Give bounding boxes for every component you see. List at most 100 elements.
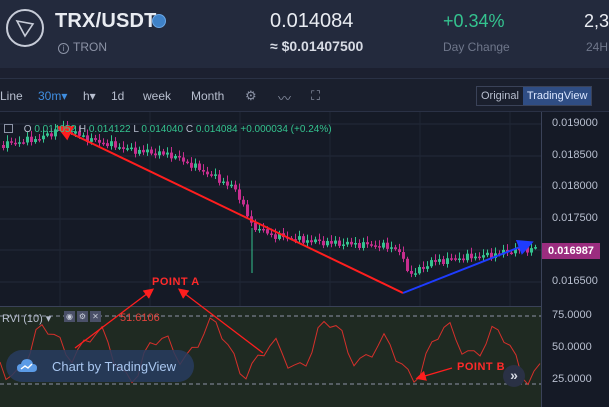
candle-body — [190, 162, 193, 168]
settings-gear-icon[interactable]: ⚙ — [245, 88, 257, 103]
globe-icon[interactable] — [152, 14, 166, 28]
candle-body — [158, 151, 161, 156]
candle-body — [146, 149, 149, 153]
candle-body — [262, 228, 265, 231]
point-a-label: POINT A — [152, 276, 200, 288]
interval-month[interactable]: Month — [191, 89, 225, 103]
candle-body — [446, 258, 449, 265]
candle-body — [142, 149, 145, 153]
view-switch: Original TradingView — [476, 86, 593, 106]
candle-body — [174, 156, 177, 159]
interval-hour[interactable]: h▾ — [83, 89, 96, 103]
candle-body — [18, 142, 21, 144]
candle-body — [50, 133, 53, 137]
price-tick: 0.017500 — [552, 212, 598, 224]
candle-body — [254, 222, 257, 231]
candle-body — [414, 273, 417, 275]
ohlc-h-value: 0.014122 — [88, 124, 131, 135]
candle-body — [370, 244, 373, 246]
indicators-icon[interactable]: 〰 — [278, 91, 292, 106]
high-label: 24H — [586, 40, 609, 54]
candle-body — [330, 241, 333, 244]
candle-body — [386, 242, 389, 249]
candle-body — [242, 199, 245, 205]
candle-body — [462, 258, 465, 261]
legend-toggle-icon[interactable] — [4, 124, 13, 133]
candle-body — [230, 184, 233, 187]
rvi-close-icon[interactable]: ✕ — [90, 311, 101, 322]
candle-body — [530, 248, 533, 253]
rvi-tick: 25.0000 — [552, 373, 592, 385]
candle-body — [350, 241, 353, 245]
info-icon[interactable]: i — [58, 43, 69, 54]
candle-body — [310, 240, 313, 243]
candle-body — [422, 267, 425, 269]
trend-lines — [56, 125, 534, 381]
chart-by-tradingview[interactable]: Chart by TradingView — [52, 359, 177, 374]
rvi-settings-icon[interactable]: ⚙ — [77, 311, 88, 322]
candle-body — [394, 247, 397, 250]
point-a-arrow-right — [177, 288, 264, 354]
candle-body — [502, 249, 505, 255]
candle-body — [106, 143, 109, 147]
price-tick: 0.018500 — [552, 149, 598, 161]
candle-body — [34, 139, 37, 143]
uptrend-line — [402, 239, 534, 294]
rvi-visibility-icon[interactable]: ◉ — [64, 311, 75, 322]
candle-body — [126, 148, 129, 150]
candle-body — [346, 241, 349, 245]
candle-body — [122, 147, 125, 149]
candle-body — [38, 139, 41, 141]
candle-body — [206, 171, 209, 175]
candle-body — [358, 242, 361, 248]
usd-price: ≈ $0.01407500 — [270, 38, 364, 54]
ohlc-h-label: H — [78, 124, 87, 135]
view-original-button[interactable]: Original — [481, 90, 519, 102]
candle-body — [186, 161, 189, 164]
rvi-label[interactable]: RVI (10) ▾ — [2, 313, 52, 325]
candle-body — [14, 142, 17, 145]
scroll-to-latest-icon[interactable]: » — [503, 365, 525, 387]
candle-body — [338, 240, 341, 246]
ohlc-c-label: C — [185, 124, 194, 135]
interval-1d[interactable]: 1d — [111, 89, 125, 103]
candle-body — [306, 240, 309, 243]
pair-title: TRX/USDT — [55, 10, 157, 32]
rvi-line — [0, 317, 541, 386]
market-header: TRX/USDT i TRON 0.014084 ≈ $0.01407500 +0… — [0, 0, 609, 68]
candle-body — [314, 239, 317, 243]
price-tick: 0.016500 — [552, 275, 598, 287]
candle-body — [90, 138, 93, 142]
candle-body — [518, 248, 521, 251]
coin-name: i TRON — [58, 40, 107, 54]
interval-30m[interactable]: 30m▾ — [38, 89, 68, 103]
rvi-tick: 75.0000 — [552, 309, 592, 321]
candle-body — [534, 247, 537, 249]
day-change-label: Day Change — [443, 40, 510, 54]
price-axis[interactable] — [541, 112, 609, 407]
interval-line[interactable]: Line — [0, 89, 23, 103]
tradingview-badge[interactable] — [6, 350, 194, 382]
interval-week[interactable]: week — [143, 89, 172, 103]
candle-body — [458, 258, 461, 261]
candle-body — [430, 260, 433, 267]
price-tick: 0.018000 — [552, 180, 598, 192]
view-tradingview-button[interactable]: TradingView — [522, 87, 592, 105]
candle-body — [266, 229, 269, 234]
candle-body — [374, 245, 377, 247]
candle-body — [46, 133, 49, 136]
rvi-value: 51.6106 — [120, 312, 160, 324]
last-price: 0.014084 — [270, 10, 354, 32]
fullscreen-icon[interactable]: ⛶ — [311, 88, 321, 103]
candle-body — [170, 152, 173, 159]
candle-body — [178, 156, 181, 158]
candle-body — [398, 249, 401, 253]
candle-body — [442, 259, 445, 265]
tron-logo-icon — [6, 9, 44, 47]
candle-body — [130, 147, 133, 150]
price-tick: 0.019000 — [552, 117, 598, 129]
candle-body — [454, 258, 457, 260]
candle-body — [434, 260, 437, 262]
candle-body — [118, 147, 121, 149]
candle-body — [486, 252, 489, 256]
